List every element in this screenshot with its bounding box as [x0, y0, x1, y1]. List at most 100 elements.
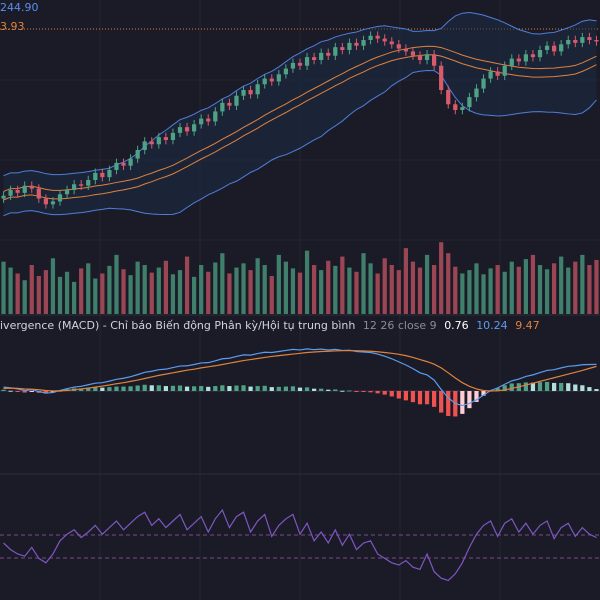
macd-line — [3, 348, 597, 407]
candle-body — [417, 55, 423, 60]
candle-body — [566, 40, 571, 45]
volume-bar — [552, 263, 557, 314]
volume-bar — [530, 254, 536, 314]
macd-histogram-bar — [262, 385, 267, 391]
volume-bar — [417, 267, 423, 314]
volume-bar — [114, 254, 119, 314]
volume-bar — [227, 273, 232, 314]
volume-bar — [206, 271, 211, 314]
macd-histogram-bar — [396, 391, 401, 399]
candle-body — [594, 40, 599, 42]
volume-bar — [248, 270, 253, 314]
volume-bar — [64, 271, 70, 314]
macd-histogram-bar — [382, 391, 387, 395]
candle-body — [114, 162, 119, 170]
volume-bar — [163, 260, 168, 314]
volume-bar — [1, 261, 6, 314]
candle-body — [107, 170, 112, 178]
macd-histogram-bar — [22, 391, 27, 393]
candle-body — [403, 48, 408, 52]
volume-bar — [170, 274, 176, 314]
volume-bar — [559, 256, 564, 314]
volume-bar — [304, 250, 310, 314]
candle-body — [149, 141, 154, 145]
macd-legend-histogram-value: 0.76 — [444, 319, 469, 332]
candle-body — [170, 132, 176, 140]
bollinger-fill — [3, 12, 597, 216]
volume-bar — [135, 261, 140, 314]
candle-body — [474, 88, 479, 98]
macd-histogram-bar — [276, 386, 281, 391]
macd-legend-title: ivergence (MACD) - Chỉ báo Biến động Phâ… — [0, 319, 356, 332]
macd-signal-line — [3, 350, 597, 392]
macd-histogram-bar — [417, 391, 423, 405]
volume-bar — [290, 268, 296, 314]
candle-body — [241, 90, 246, 96]
macd-histogram-bar — [93, 387, 98, 391]
candle-body — [283, 68, 288, 75]
macd-histogram-bar — [594, 389, 599, 391]
macd-histogram-bar — [446, 391, 451, 416]
macd-histogram-bar — [467, 391, 472, 409]
macd-histogram-bar — [142, 384, 147, 391]
volume-bar — [361, 253, 366, 314]
candle-body — [220, 102, 225, 112]
macd-histogram-bar — [107, 387, 112, 391]
macd-legend-signal-value: 9.47 — [515, 319, 540, 332]
volume-bars — [1, 242, 599, 314]
volume-bar — [107, 265, 112, 314]
macd-histogram-bar — [1, 389, 6, 391]
macd-histogram-bar — [79, 388, 84, 391]
candle-body — [86, 180, 91, 186]
candle-body — [375, 35, 380, 39]
candle-body — [424, 54, 430, 60]
lower-band-value-label: 3.93 — [0, 20, 25, 33]
volume-bar — [22, 280, 27, 314]
macd-histogram-bar — [199, 386, 204, 391]
volume-bar — [432, 265, 437, 314]
macd-histogram-bar — [29, 391, 34, 392]
macd-histogram-bar — [248, 386, 253, 391]
candle-body — [460, 107, 465, 110]
volume-bar — [93, 278, 98, 314]
candle-body — [290, 62, 296, 69]
volume-bar — [220, 253, 225, 314]
candle-body — [488, 71, 493, 79]
macd-legend: ivergence (MACD) - Chỉ báo Biến động Phâ… — [0, 319, 544, 332]
volume-bar — [523, 259, 528, 314]
candle-body — [368, 35, 373, 40]
volume-bar — [57, 276, 63, 314]
volume-bar — [573, 261, 578, 314]
macd-histogram-bar — [523, 382, 528, 391]
volume-bar — [439, 242, 444, 314]
volume-bar — [29, 265, 34, 314]
macd-histogram-bar — [184, 386, 190, 391]
macd-histogram-bar — [474, 391, 479, 402]
macd-histogram-bar — [234, 385, 239, 391]
candle-body — [57, 194, 63, 202]
candle-body — [22, 185, 27, 193]
macd-histogram-bar — [389, 391, 394, 397]
candle-body — [1, 195, 6, 199]
bollinger-basis-line — [3, 45, 597, 192]
volume-bar — [544, 269, 550, 314]
candle-body — [72, 184, 77, 190]
macd-histogram-bar — [114, 386, 119, 391]
candle-body — [15, 190, 20, 193]
candle-body — [64, 190, 70, 195]
volume-bar — [128, 275, 133, 314]
macd-histogram-bar — [283, 386, 288, 391]
candle-body — [93, 172, 98, 180]
volume-bar — [149, 272, 154, 314]
macd-histogram-bar — [149, 385, 154, 391]
candle-body — [248, 90, 253, 95]
candle-body — [573, 40, 578, 43]
macd-histogram-bar — [15, 391, 20, 392]
candle-body — [304, 57, 310, 66]
macd-histogram-bar — [135, 385, 140, 391]
candle-body — [382, 38, 387, 42]
volume-bar — [587, 265, 592, 314]
macd-histogram-bar — [192, 386, 197, 391]
oscillator-pane — [3, 508, 597, 582]
